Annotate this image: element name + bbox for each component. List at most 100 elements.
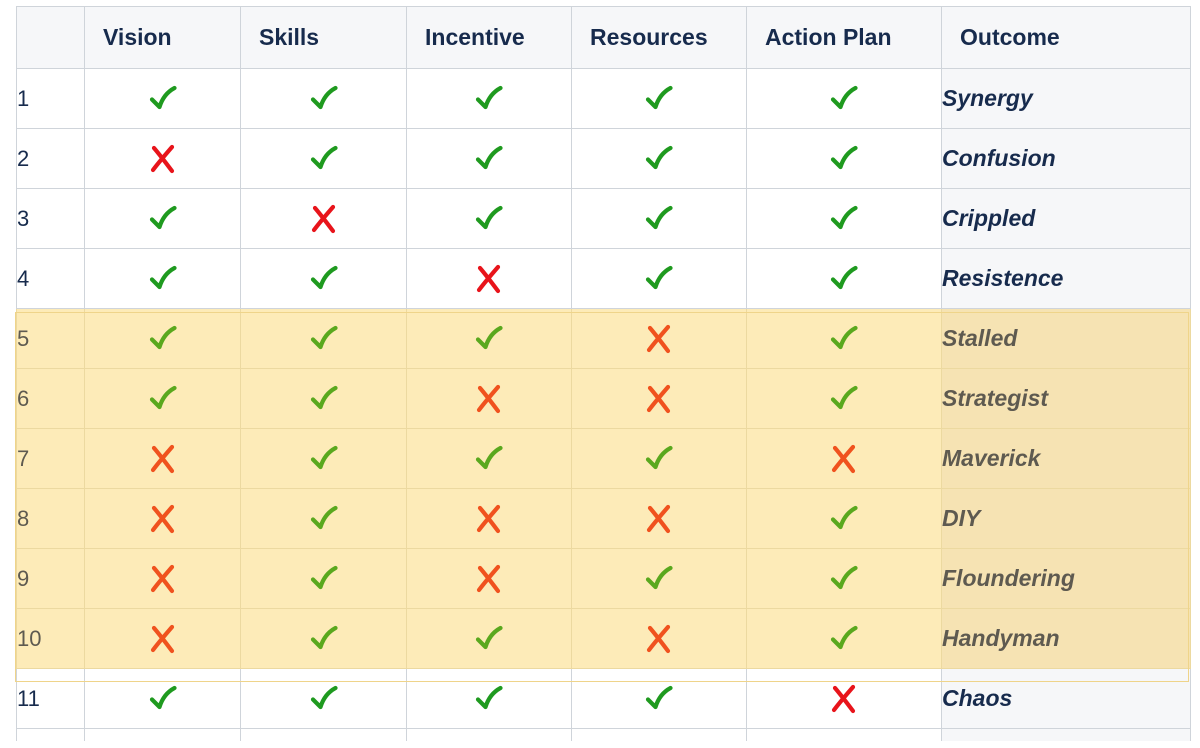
- check-icon: [830, 145, 858, 169]
- check-icon: [310, 445, 338, 469]
- check-icon: [310, 385, 338, 409]
- cell-incentive: [406, 488, 572, 549]
- cell-incentive: [406, 668, 572, 729]
- cell-skills: [240, 188, 407, 249]
- check-icon: [830, 325, 858, 349]
- cross-icon: [149, 144, 177, 173]
- cell-vision: [84, 368, 241, 429]
- check-icon: [310, 265, 338, 289]
- cross-icon: [645, 624, 673, 653]
- check-icon: [310, 85, 338, 109]
- cell-incentive: [406, 248, 572, 309]
- header-action-plan: Action Plan: [746, 6, 942, 69]
- cell-vision: [84, 308, 241, 369]
- cross-icon: [310, 204, 338, 233]
- check-icon: [645, 205, 673, 229]
- cross-icon: [149, 504, 177, 533]
- cell-resources: [571, 428, 747, 489]
- header-skills: Skills: [240, 6, 407, 69]
- cell-action-plan: [746, 368, 942, 429]
- cell-action-plan: [746, 128, 942, 189]
- row-number: 9: [16, 548, 85, 609]
- row-number: 4: [16, 248, 85, 309]
- table-row: 3 Crippled: [16, 188, 1191, 249]
- cross-icon: [475, 504, 503, 533]
- check-icon: [830, 205, 858, 229]
- cell-skills: [240, 368, 407, 429]
- check-icon: [310, 565, 338, 589]
- check-icon: [310, 325, 338, 349]
- cell-skills: [240, 308, 407, 369]
- cell-resources: [571, 548, 747, 609]
- cell-incentive: [406, 608, 572, 669]
- check-icon: [475, 85, 503, 109]
- check-icon: [310, 625, 338, 649]
- row-number: 1: [16, 68, 85, 129]
- check-icon: [310, 685, 338, 709]
- cell-resources: [571, 128, 747, 189]
- cell-vision: [84, 608, 241, 669]
- table-row: 1 Synergy: [16, 68, 1191, 129]
- cell-action-plan: [746, 188, 942, 249]
- cross-icon: [149, 564, 177, 593]
- check-icon: [475, 445, 503, 469]
- partial-cell: [406, 728, 572, 741]
- outcome-cell: DIY: [941, 488, 1191, 549]
- partial-cell: [240, 728, 407, 741]
- row-number: 6: [16, 368, 85, 429]
- cell-vision: [84, 548, 241, 609]
- cell-action-plan: [746, 308, 942, 369]
- check-icon: [830, 565, 858, 589]
- cell-resources: [571, 188, 747, 249]
- check-icon: [830, 265, 858, 289]
- cell-vision: [84, 668, 241, 729]
- table-row: 10 Handyman: [16, 608, 1191, 669]
- cell-skills: [240, 668, 407, 729]
- row-number: 10: [16, 608, 85, 669]
- cell-incentive: [406, 188, 572, 249]
- table-row: 5 Stalled: [16, 308, 1191, 369]
- row-number: 7: [16, 428, 85, 489]
- table-row: 11 Chaos: [16, 668, 1191, 729]
- cell-resources: [571, 248, 747, 309]
- cross-icon: [149, 444, 177, 473]
- header-outcome: Outcome: [941, 6, 1191, 69]
- cell-action-plan: [746, 428, 942, 489]
- cell-skills: [240, 68, 407, 129]
- partial-cell: [941, 728, 1191, 741]
- row-number: 8: [16, 488, 85, 549]
- partial-cell: [84, 728, 241, 741]
- header-corner: [16, 6, 85, 69]
- check-icon: [645, 145, 673, 169]
- outcome-cell: Confusion: [941, 128, 1191, 189]
- partial-cell: [571, 728, 747, 741]
- cell-incentive: [406, 548, 572, 609]
- cross-icon: [830, 684, 858, 713]
- cross-icon: [475, 564, 503, 593]
- cross-icon: [830, 444, 858, 473]
- check-icon: [149, 85, 177, 109]
- header-row: Vision Skills Incentive Resources Action…: [16, 6, 1191, 69]
- header-incentive: Incentive: [406, 6, 572, 69]
- cell-action-plan: [746, 668, 942, 729]
- cell-vision: [84, 428, 241, 489]
- row-number: 2: [16, 128, 85, 189]
- cell-skills: [240, 548, 407, 609]
- check-icon: [830, 625, 858, 649]
- check-icon: [645, 85, 673, 109]
- cell-action-plan: [746, 608, 942, 669]
- cross-icon: [645, 384, 673, 413]
- outcome-matrix-table: Vision Skills Incentive Resources Action…: [16, 6, 1191, 741]
- outcome-cell: Maverick: [941, 428, 1191, 489]
- table-row: 2 Confusion: [16, 128, 1191, 189]
- cell-incentive: [406, 308, 572, 369]
- check-icon: [475, 145, 503, 169]
- cell-skills: [240, 488, 407, 549]
- check-icon: [645, 565, 673, 589]
- check-icon: [310, 505, 338, 529]
- cross-icon: [149, 624, 177, 653]
- cross-icon: [475, 384, 503, 413]
- cell-resources: [571, 368, 747, 429]
- outcome-cell: Handyman: [941, 608, 1191, 669]
